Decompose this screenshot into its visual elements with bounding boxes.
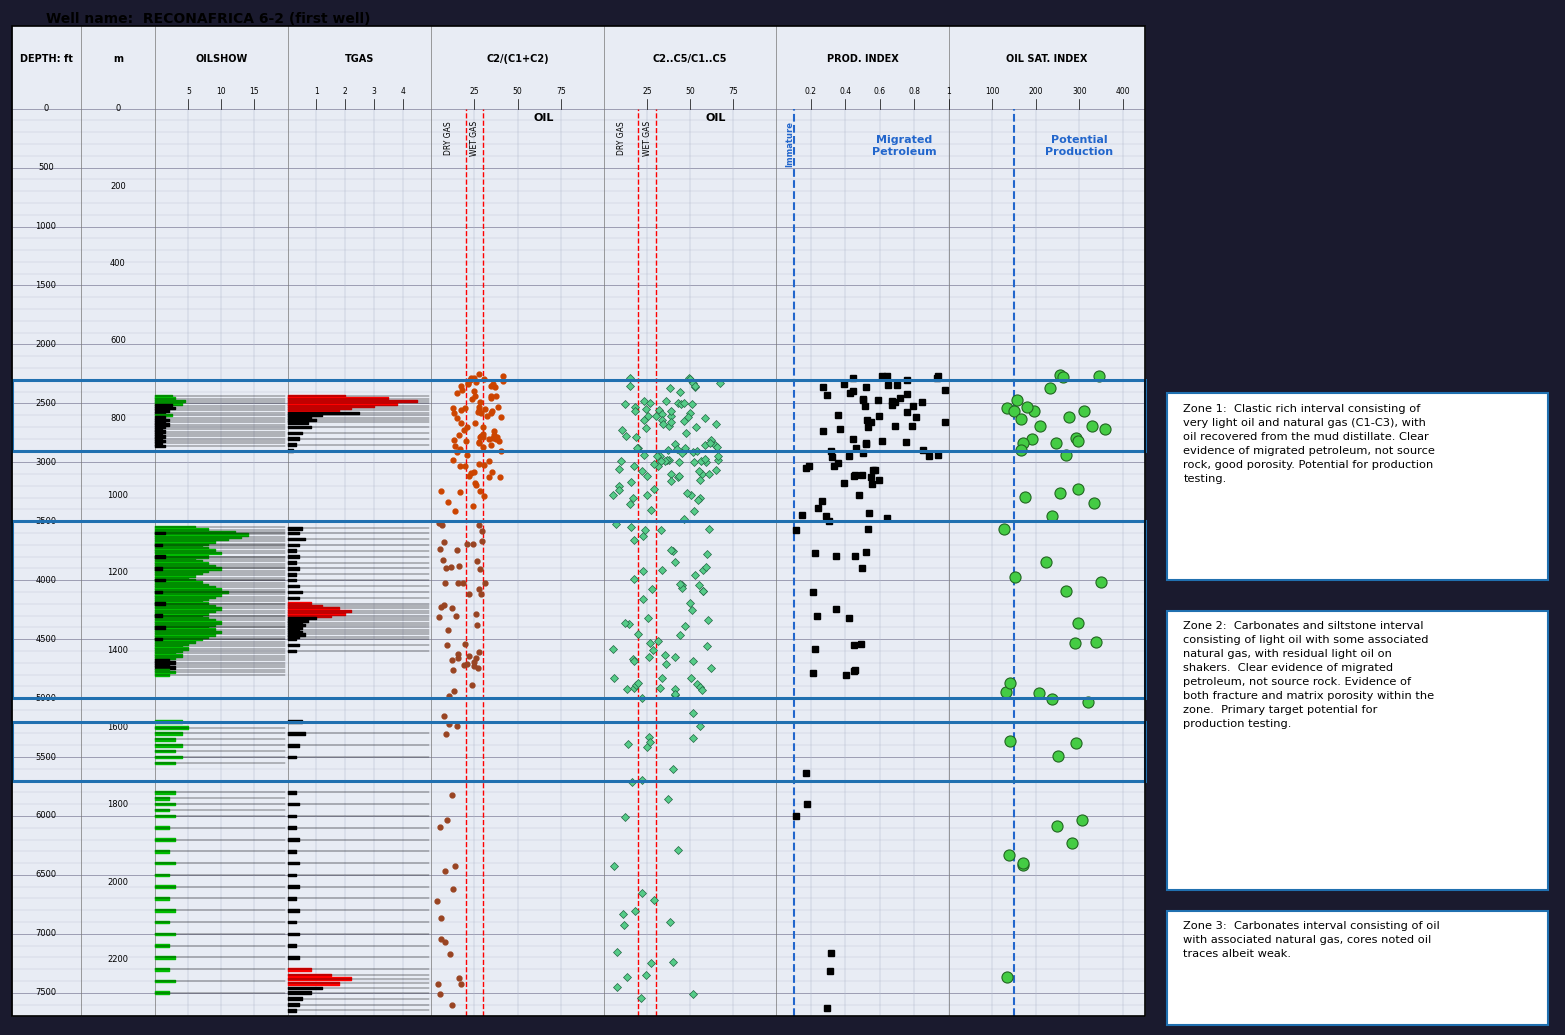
Text: DEPTH: ft: DEPTH: ft [20, 54, 72, 64]
Bar [11, 380, 1144, 450]
Text: 600: 600 [110, 336, 125, 346]
Text: 1000: 1000 [108, 491, 128, 500]
Text: 50: 50 [685, 87, 695, 96]
Text: 50: 50 [513, 87, 523, 96]
Text: 1600: 1600 [108, 723, 128, 732]
Text: m: m [113, 54, 124, 64]
Text: 25: 25 [470, 87, 479, 96]
Text: 75: 75 [728, 87, 739, 96]
Text: 4000: 4000 [36, 575, 56, 585]
Text: 0.2: 0.2 [804, 87, 817, 96]
Text: 100: 100 [986, 87, 1000, 96]
Text: WET GAS: WET GAS [470, 121, 479, 156]
Text: 25: 25 [642, 87, 653, 96]
Text: 2500: 2500 [36, 398, 56, 408]
Text: OIL SAT. INDEX: OIL SAT. INDEX [1006, 54, 1088, 64]
Text: 300: 300 [1072, 87, 1086, 96]
Text: 0: 0 [44, 105, 49, 113]
Text: 1200: 1200 [108, 568, 128, 578]
Text: Immature: Immature [786, 121, 795, 167]
Bar [1167, 611, 1548, 890]
Text: 5: 5 [186, 87, 191, 96]
Text: 200: 200 [1028, 87, 1044, 96]
Bar [11, 721, 1144, 780]
Text: PROD. INDEX: PROD. INDEX [826, 54, 898, 64]
Text: 7000: 7000 [36, 929, 56, 939]
Text: 400: 400 [1116, 87, 1130, 96]
Text: Potential
Production: Potential Production [1045, 135, 1113, 157]
Text: TGAS: TGAS [344, 54, 374, 64]
Text: 7500: 7500 [36, 988, 56, 998]
Text: 1: 1 [947, 87, 952, 96]
Text: 6000: 6000 [36, 811, 56, 821]
Text: Zone 2:  Carbonates and siltstone interval
consisting of light oil with some ass: Zone 2: Carbonates and siltstone interva… [1183, 621, 1435, 729]
Text: OILSHOW: OILSHOW [196, 54, 247, 64]
Text: 1500: 1500 [36, 280, 56, 290]
Text: 1: 1 [315, 87, 319, 96]
Text: 1400: 1400 [108, 646, 128, 654]
Text: 800: 800 [110, 414, 125, 422]
Text: 400: 400 [110, 259, 125, 268]
Text: 5500: 5500 [36, 752, 56, 762]
Text: 2000: 2000 [108, 878, 128, 887]
Text: 3000: 3000 [36, 457, 56, 467]
Text: 0.6: 0.6 [873, 87, 886, 96]
Text: 3: 3 [371, 87, 376, 96]
Text: 15: 15 [250, 87, 260, 96]
Text: 4500: 4500 [36, 634, 56, 644]
Text: C2/(C1+C2): C2/(C1+C2) [487, 54, 549, 64]
Text: 0.4: 0.4 [839, 87, 851, 96]
Text: 5000: 5000 [36, 693, 56, 703]
Text: 2000: 2000 [36, 339, 56, 349]
Text: 4: 4 [401, 87, 405, 96]
Text: 10: 10 [216, 87, 227, 96]
Text: DRY GAS: DRY GAS [617, 121, 626, 154]
Text: OIL: OIL [534, 113, 554, 123]
Text: 2: 2 [343, 87, 347, 96]
Text: 0.8: 0.8 [908, 87, 920, 96]
Text: 75: 75 [556, 87, 565, 96]
Text: 0: 0 [116, 105, 121, 113]
Text: Well name:  RECONAFRICA 6-2 (first well): Well name: RECONAFRICA 6-2 (first well) [45, 12, 371, 27]
Text: 1000: 1000 [36, 223, 56, 231]
Text: C2..C5/C1..C5: C2..C5/C1..C5 [653, 54, 728, 64]
Text: Migrated
Petroleum: Migrated Petroleum [872, 135, 936, 157]
Text: OIL: OIL [706, 113, 726, 123]
Text: DRY GAS: DRY GAS [444, 121, 454, 154]
Text: 3500: 3500 [36, 516, 56, 526]
Text: Zone 3:  Carbonates interval consisting of oil
with associated natural gas, core: Zone 3: Carbonates interval consisting o… [1183, 921, 1440, 959]
Bar [11, 522, 1144, 698]
Text: Zone 1:  Clastic rich interval consisting of
very light oil and natural gas (C1-: Zone 1: Clastic rich interval consisting… [1183, 404, 1435, 483]
Text: 6500: 6500 [36, 870, 56, 880]
Text: 200: 200 [110, 181, 125, 190]
Text: 500: 500 [38, 164, 53, 172]
Bar [1167, 911, 1548, 1025]
Text: WET GAS: WET GAS [643, 121, 651, 156]
Text: 2200: 2200 [108, 955, 128, 964]
Text: 1800: 1800 [108, 800, 128, 809]
Bar [1167, 393, 1548, 580]
